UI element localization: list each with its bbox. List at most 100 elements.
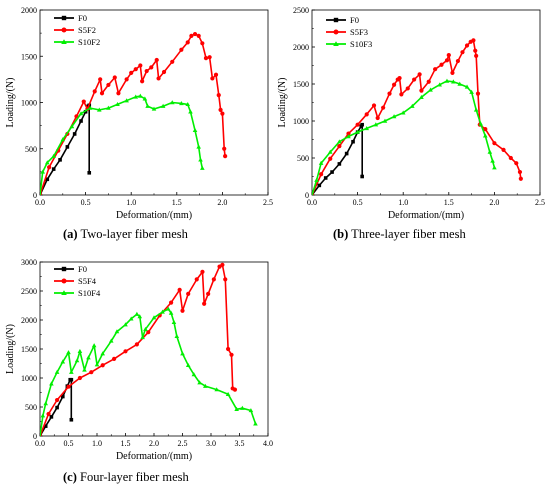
- legend-label: F0: [78, 13, 87, 23]
- data-point: [439, 62, 444, 67]
- data-point: [146, 330, 151, 335]
- legend-entry-S5F4: S5F4: [54, 276, 97, 286]
- data-point: [133, 94, 139, 99]
- x-tick-label: 3.0: [206, 439, 216, 448]
- y-tick-label: 1500: [21, 52, 37, 61]
- data-point: [223, 154, 228, 159]
- data-point: [86, 355, 91, 360]
- data-point: [240, 405, 245, 410]
- x-tick-label: 1.5: [121, 439, 131, 448]
- figure-caption: (a) Two-layer fiber mesh: [63, 227, 189, 241]
- data-point: [478, 121, 484, 126]
- data-point: [144, 68, 149, 74]
- data-point: [89, 370, 94, 375]
- data-point: [450, 70, 455, 75]
- y-axis-label: Loading/(N): [277, 78, 288, 128]
- data-point: [437, 82, 442, 87]
- data-point: [214, 387, 219, 392]
- data-point: [40, 169, 46, 174]
- data-point: [471, 38, 476, 43]
- data-point: [364, 112, 369, 117]
- y-tick-label: 500: [25, 145, 37, 154]
- data-point: [66, 384, 71, 389]
- x-tick-label: 0.0: [35, 198, 45, 207]
- data-point: [464, 43, 470, 48]
- data-point: [123, 322, 128, 327]
- caption-label: (b): [333, 227, 348, 241]
- data-point: [171, 319, 177, 325]
- series-S5F3: [312, 38, 523, 195]
- data-point: [99, 91, 105, 96]
- data-point: [129, 70, 134, 75]
- series-line-S10F2: [40, 95, 204, 195]
- series-line-S5F2: [40, 33, 226, 195]
- data-point: [46, 411, 51, 417]
- x-tick-label: 3.5: [235, 439, 245, 448]
- data-point: [47, 165, 52, 170]
- data-point: [78, 111, 84, 116]
- x-tick-label: 4.0: [263, 439, 273, 448]
- data-point: [140, 335, 145, 340]
- data-point: [508, 155, 513, 161]
- data-point: [106, 82, 111, 88]
- data-point: [460, 50, 465, 55]
- data-point: [106, 105, 111, 110]
- data-point: [381, 105, 386, 110]
- data-point: [151, 315, 157, 320]
- data-point: [58, 158, 62, 162]
- data-point: [45, 177, 50, 182]
- data-point: [123, 349, 128, 354]
- data-point: [399, 92, 404, 97]
- data-point: [194, 277, 199, 282]
- data-point: [124, 77, 129, 82]
- data-point: [98, 77, 103, 82]
- data-point: [115, 101, 120, 107]
- data-point: [337, 139, 342, 144]
- data-point: [40, 433, 42, 436]
- data-point: [391, 114, 397, 119]
- data-point: [248, 408, 254, 413]
- legend-marker: [61, 27, 67, 33]
- data-point: [186, 291, 191, 296]
- data-point: [69, 124, 75, 129]
- series-line-S5F4: [40, 264, 236, 436]
- y-tick-label: 1000: [21, 99, 37, 108]
- data-point: [200, 165, 205, 170]
- x-tick-label: 2.0: [149, 439, 159, 448]
- data-point: [65, 145, 70, 149]
- data-point: [253, 421, 258, 426]
- series-line-F0: [40, 104, 90, 195]
- data-point: [154, 57, 159, 63]
- data-point: [189, 33, 194, 39]
- data-point: [192, 31, 198, 37]
- data-point: [180, 308, 185, 313]
- legend-entry-S10F2: S10F2: [54, 37, 100, 47]
- series-F0: [40, 377, 74, 436]
- data-point: [355, 129, 360, 134]
- series-S5F4: [40, 262, 238, 436]
- data-point: [202, 301, 207, 306]
- data-point: [360, 174, 364, 179]
- data-point: [169, 300, 174, 305]
- data-point: [444, 58, 450, 63]
- data-point: [419, 94, 424, 100]
- data-point: [220, 262, 225, 267]
- y-tick-label: 1500: [21, 345, 37, 354]
- data-point: [206, 291, 211, 296]
- data-point: [433, 67, 438, 72]
- data-point: [77, 375, 82, 381]
- y-tick-label: 3000: [21, 258, 37, 267]
- data-point: [133, 67, 138, 72]
- x-axis-label: Deformation/(mm): [116, 210, 192, 221]
- data-point: [192, 127, 198, 132]
- data-point: [81, 99, 86, 104]
- data-point: [213, 72, 219, 77]
- x-tick-label: 0.0: [307, 198, 317, 207]
- legend-marker: [333, 41, 339, 46]
- legend-entry-S5F3: S5F3: [326, 27, 368, 37]
- legend-entry-S10F4: S10F4: [54, 288, 101, 298]
- data-point: [174, 333, 180, 338]
- data-point: [475, 91, 481, 96]
- data-point: [346, 131, 351, 136]
- caption-text: Two-layer fiber mesh: [78, 227, 189, 241]
